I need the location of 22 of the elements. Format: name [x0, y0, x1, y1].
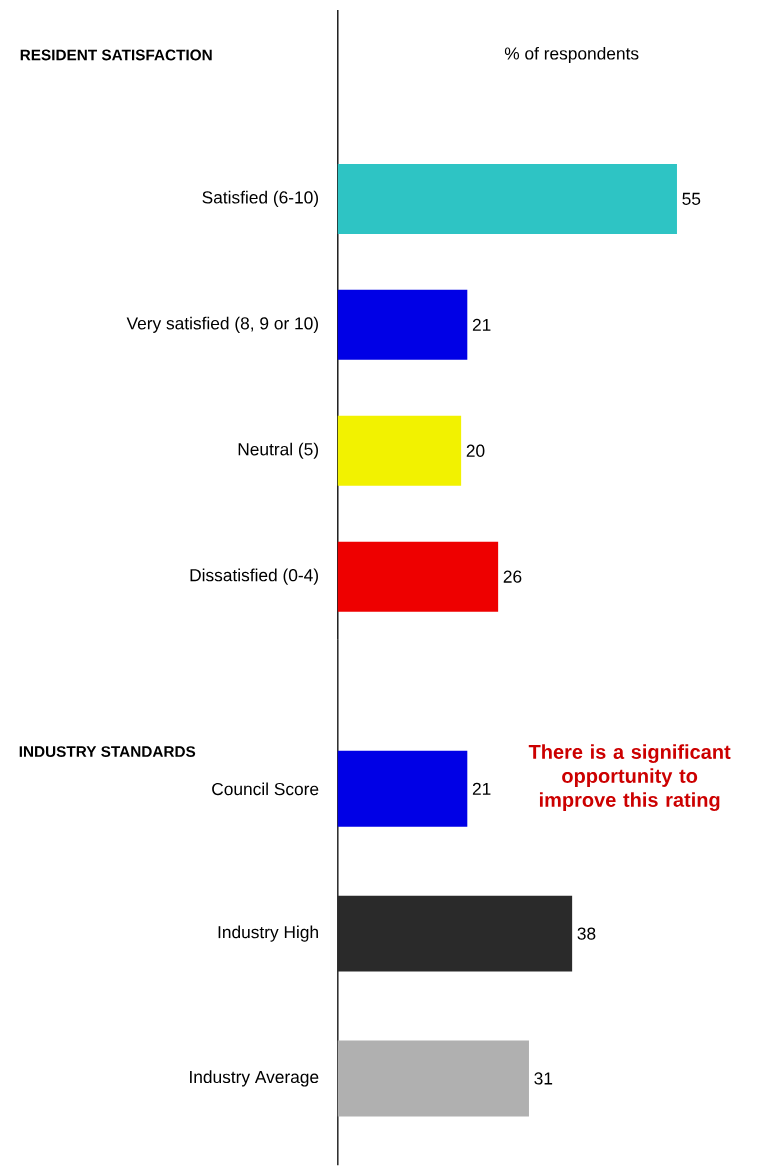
bar — [337, 541, 499, 612]
y-tick-label: Neutral (5) — [238, 442, 319, 459]
bar — [337, 163, 677, 234]
y-tick-label: Industry Average — [190, 1070, 319, 1087]
annotation: There is a significant opportunity to improve this rating — [528, 744, 731, 811]
bar — [337, 415, 462, 486]
y-tick-label: Satisfied (6-10) — [202, 190, 319, 207]
data-label: 21 — [472, 318, 491, 331]
data-label: 31 — [534, 1072, 553, 1085]
x-axis-title: % of respondents — [504, 46, 639, 64]
y-tick-label: Council Score — [212, 782, 319, 796]
bar — [337, 289, 468, 360]
data-label: 26 — [503, 570, 522, 583]
y-tick-label: Industry High — [218, 925, 318, 942]
y-tick-label: Dissatisfied (0-4) — [190, 568, 318, 585]
data-label: 55 — [682, 192, 701, 205]
text: RESIDENT SATISFACTION — [20, 49, 212, 61]
data-label: 21 — [472, 782, 491, 795]
y-tick-label: Very satisfied (8, 9 or 10) — [126, 316, 318, 333]
text: INDUSTRY STANDARDS — [19, 746, 196, 757]
data-label: 20 — [466, 444, 485, 457]
data-label: 38 — [577, 927, 596, 940]
